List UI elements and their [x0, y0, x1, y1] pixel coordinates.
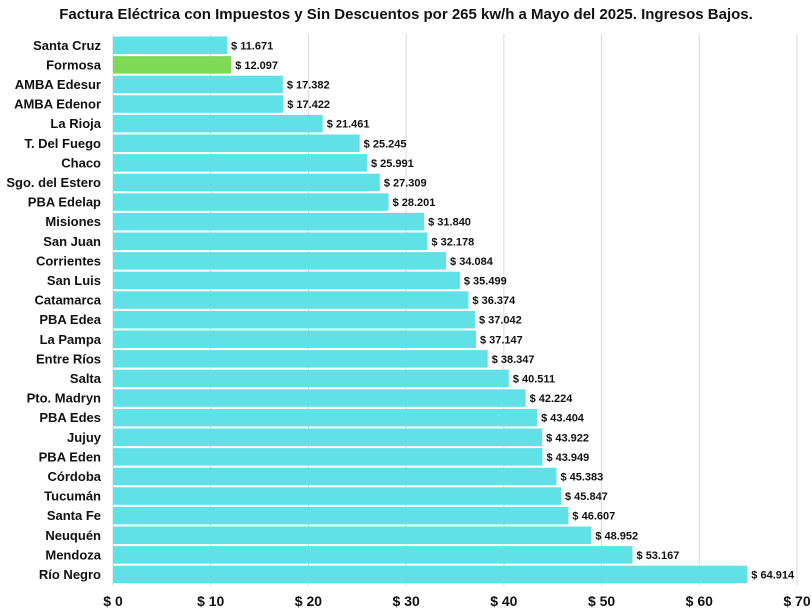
- value-label: $ 64.914: [751, 569, 795, 581]
- bar: [113, 350, 488, 368]
- x-tick-label: $ 70: [783, 593, 810, 609]
- bar: [113, 154, 367, 172]
- x-tick-label: $ 10: [197, 593, 224, 609]
- x-axis-ticks: $ 0 $ 10 $ 20 $ 30 $ 40 $ 50 $ 60 $ 70: [103, 593, 811, 609]
- value-label: $ 31.840: [428, 217, 471, 229]
- bar: [113, 467, 557, 486]
- bar: [113, 310, 475, 329]
- bar: [113, 75, 283, 94]
- bar: [113, 56, 232, 74]
- bar: [113, 95, 284, 113]
- bar: [113, 428, 543, 446]
- x-tick-label: $ 60: [686, 593, 713, 609]
- category-label: Entre Ríos: [36, 351, 101, 366]
- bar: [113, 173, 380, 192]
- value-label: $ 11.671: [231, 40, 273, 52]
- bar: [113, 36, 228, 54]
- value-label: $ 53.167: [637, 550, 680, 562]
- x-tick-label: $ 40: [490, 593, 517, 609]
- chart-title: Factura Eléctrica con Impuestos y Sin De…: [59, 6, 753, 23]
- bar: [113, 487, 561, 505]
- bar: [113, 389, 526, 407]
- value-label: $ 48.952: [595, 530, 638, 542]
- value-label: $ 28.201: [393, 197, 436, 209]
- category-label: Sgo. del Estero: [6, 175, 101, 190]
- category-label: Misiones: [45, 214, 101, 229]
- category-label: Formosa: [46, 57, 102, 72]
- category-label: Pto. Madryn: [27, 391, 101, 406]
- bar: [113, 448, 543, 466]
- bar: [113, 232, 428, 250]
- category-label: AMBA Edenor: [14, 97, 101, 112]
- value-label: $ 27.309: [384, 177, 427, 189]
- category-label: San Juan: [43, 234, 101, 249]
- category-label: Córdoba: [48, 469, 102, 484]
- bar: [113, 546, 633, 564]
- category-label: PBA Eden: [39, 449, 101, 464]
- bar: [113, 193, 389, 211]
- value-label: $ 12.097: [235, 60, 278, 72]
- category-label: T. Del Fuego: [24, 136, 101, 151]
- bar: [113, 330, 476, 348]
- value-label: $ 37.147: [480, 334, 523, 346]
- x-tick-label: $ 50: [588, 593, 615, 609]
- bar: [113, 134, 360, 152]
- bar: [113, 369, 509, 388]
- category-label: La Rioja: [50, 116, 101, 131]
- value-label: $ 40.511: [513, 373, 555, 385]
- value-label: $ 43.404: [541, 413, 585, 425]
- value-label: $ 21.461: [327, 119, 370, 131]
- value-label: $ 43.922: [546, 432, 589, 444]
- value-label: $ 25.245: [364, 138, 407, 150]
- value-label: $ 36.374: [472, 295, 516, 307]
- category-label: Santa Fe: [47, 508, 101, 523]
- value-label: $ 45.383: [560, 471, 603, 483]
- category-label: Mendoza: [45, 547, 101, 562]
- category-label: Río Negro: [39, 567, 101, 582]
- value-label: $ 42.224: [530, 393, 574, 405]
- bar: [113, 565, 748, 584]
- bar: [113, 212, 425, 231]
- bar: [113, 114, 323, 133]
- category-label: Catamarca: [35, 293, 102, 308]
- category-label: Chaco: [61, 155, 101, 170]
- category-label: Salta: [70, 371, 102, 386]
- category-label: Tucumán: [44, 489, 101, 504]
- value-label: $ 25.991: [371, 158, 414, 170]
- labels-layer: Santa Cruz $ 11.671 Formosa $ 12.097 AMBA Ed…: [6, 38, 795, 582]
- value-label: $ 17.382: [287, 79, 330, 91]
- value-label: $ 34.084: [450, 256, 494, 268]
- category-label: Corrientes: [36, 253, 101, 268]
- x-tick-label: $ 20: [295, 593, 322, 609]
- value-label: $ 38.347: [492, 354, 535, 366]
- bar: [113, 291, 469, 309]
- category-label: Jujuy: [67, 430, 102, 445]
- category-label: PBA Edes: [39, 410, 101, 425]
- bar: [113, 252, 447, 270]
- bar: [113, 271, 460, 290]
- category-label: AMBA Edesur: [15, 77, 101, 92]
- x-tick-label: $ 30: [393, 593, 420, 609]
- value-label: $ 32.178: [431, 236, 474, 248]
- value-label: $ 17.422: [287, 99, 330, 111]
- bar: [113, 506, 569, 525]
- bar: [113, 408, 538, 427]
- category-label: PBA Edea: [39, 312, 101, 327]
- category-label: La Pampa: [40, 332, 102, 347]
- category-label: San Luis: [47, 273, 101, 288]
- value-label: $ 37.042: [479, 315, 522, 327]
- category-label: Santa Cruz: [33, 38, 101, 53]
- value-label: $ 43.949: [546, 452, 589, 464]
- category-label: PBA Edelap: [28, 195, 101, 210]
- value-label: $ 35.499: [464, 275, 507, 287]
- value-label: $ 45.847: [565, 491, 608, 503]
- bar: [113, 526, 592, 544]
- value-label: $ 46.607: [572, 511, 615, 523]
- category-label: Neuquén: [45, 528, 101, 543]
- x-tick-label: $ 0: [103, 593, 123, 609]
- bars-layer: [113, 36, 748, 584]
